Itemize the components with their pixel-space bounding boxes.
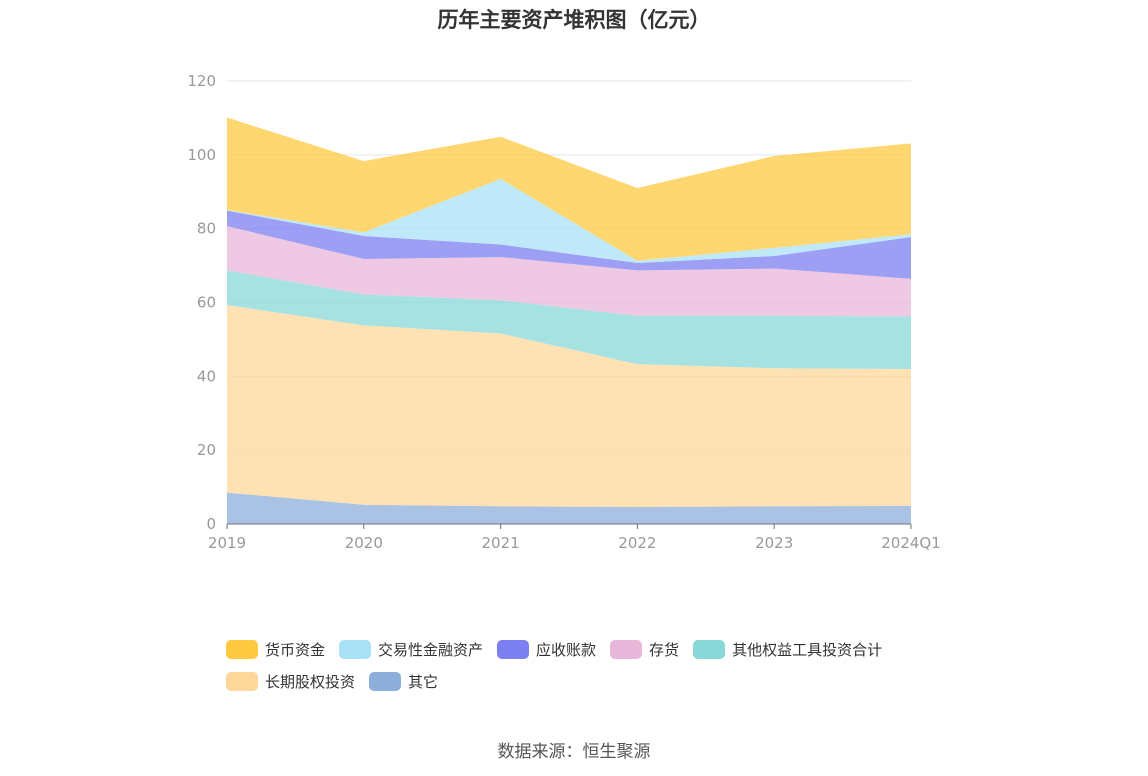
legend-label: 货币资金 [265,640,326,659]
y-tick-label: 100 [187,146,216,164]
area-series-6 [227,117,911,261]
legend-item[interactable]: 货币资金 [226,638,325,660]
legend-label: 长期股权投资 [265,672,356,691]
x-tick-label: 2023 [755,534,793,552]
y-tick-label: 20 [197,441,216,459]
chart-title: 历年主要资产堆积图（亿元） [437,8,711,32]
legend-swatch [339,639,372,659]
y-tick-label: 40 [197,367,216,385]
y-tick-label: 0 [206,515,216,533]
legend-label: 交易性金融资产 [378,640,484,659]
legend-label: 应收账款 [536,640,597,659]
area-series-3 [227,226,911,317]
legend-label: 其它 [408,672,439,691]
legend-item[interactable]: 交易性金融资产 [339,638,483,660]
area-series-2 [227,270,911,369]
area-series [226,117,912,524]
legend: 货币资金 交易性金融资产 应收账款 存货 其他权益工具投资合计长期股权投资 其它 [226,638,946,702]
legend-swatch [369,671,402,691]
legend-item[interactable]: 其他权益工具投资合计 [693,638,882,660]
legend-label: 存货 [649,640,680,659]
legend-item[interactable]: 其它 [369,670,438,692]
x-tick-label: 2022 [618,534,656,552]
area-series-4 [227,210,911,279]
y-tick-label: 80 [197,220,216,238]
area-series-0 [227,492,911,524]
x-tick-label: 2020 [345,534,383,552]
legend-item[interactable]: 应收账款 [497,638,596,660]
legend-swatch [226,671,258,691]
legend-swatch [610,639,643,659]
y-tick-label: 60 [197,294,216,312]
y-tick-label: 120 [187,72,216,90]
legend-swatch [497,639,530,659]
legend-item[interactable]: 长期股权投资 [226,670,355,692]
area-series-1 [227,305,911,508]
legend-swatch [693,639,726,659]
legend-item[interactable]: 存货 [610,638,679,660]
stacked-area-chart: 0 20 40 60 80 100 120 2019 2020 2021 2022 2023 2024Q… [187,72,940,552]
x-tick-label: 2019 [208,534,246,552]
legend-label: 其他权益工具投资合计 [732,640,883,659]
axes: 0 20 40 60 80 100 120 2019 2020 2021 2022 2023 2024Q… [187,72,940,552]
x-tick-label: 2021 [482,534,520,552]
legend-swatch [226,639,258,659]
source-note: 数据来源：恒生聚源 [497,742,651,762]
area-series-5 [227,178,911,263]
x-tick-label: 2024Q1 [881,534,941,552]
